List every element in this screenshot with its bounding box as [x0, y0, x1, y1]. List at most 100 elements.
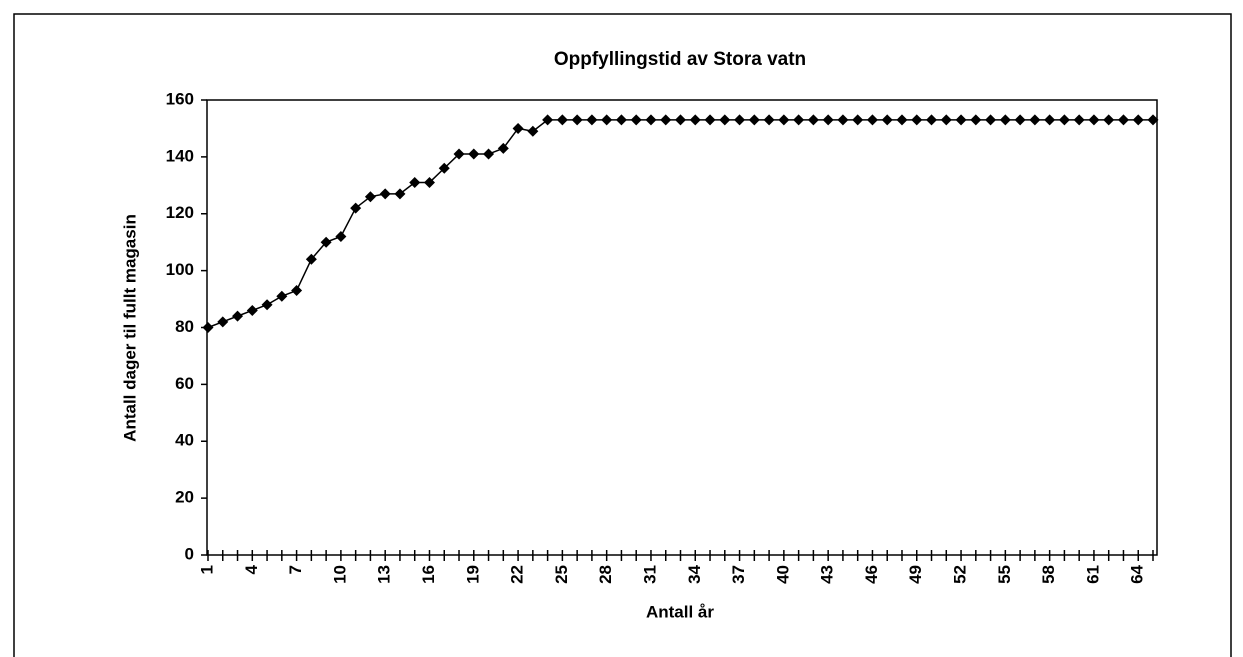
marker — [261, 299, 273, 311]
y-tick-label: 60 — [175, 374, 194, 393]
marker — [704, 114, 716, 126]
marker — [896, 114, 908, 126]
marker — [645, 114, 657, 126]
y-tick-label: 100 — [166, 260, 194, 279]
marker — [1088, 114, 1100, 126]
marker — [911, 114, 923, 126]
marker — [999, 114, 1011, 126]
x-tick-label: 43 — [818, 565, 837, 584]
marker — [630, 114, 642, 126]
marker — [232, 310, 244, 322]
marker — [364, 191, 376, 203]
marker — [394, 188, 406, 200]
x-tick-label: 64 — [1128, 564, 1147, 583]
x-tick-label: 10 — [330, 565, 349, 584]
marker — [970, 114, 982, 126]
x-tick-label: 58 — [1039, 565, 1058, 584]
marker — [940, 114, 952, 126]
y-tick-label: 80 — [175, 317, 194, 336]
series-line — [207, 119, 1153, 329]
x-tick-label: 37 — [729, 565, 748, 584]
marker — [556, 114, 568, 126]
marker — [734, 114, 746, 126]
x-tick-label: 46 — [862, 565, 881, 584]
marker — [423, 176, 435, 188]
marker — [1132, 114, 1144, 126]
x-tick-label: 1 — [197, 565, 216, 574]
x-tick-label: 34 — [685, 564, 704, 583]
x-tick-label: 55 — [995, 565, 1014, 584]
x-tick-label: 19 — [463, 565, 482, 584]
marker — [881, 114, 893, 126]
marker — [217, 316, 229, 328]
marker — [852, 114, 864, 126]
marker — [276, 290, 288, 302]
x-tick-label: 22 — [508, 565, 527, 584]
x-tick-label: 16 — [419, 565, 438, 584]
marker — [379, 188, 391, 200]
marker — [542, 114, 554, 126]
marker — [866, 114, 878, 126]
marker — [291, 285, 303, 297]
y-tick-label: 40 — [175, 431, 194, 450]
marker — [660, 114, 672, 126]
marker — [763, 114, 775, 126]
marker — [586, 114, 598, 126]
marker — [571, 114, 583, 126]
marker — [335, 231, 347, 242]
marker — [793, 114, 805, 126]
marker — [807, 114, 819, 126]
x-tick-label: 61 — [1083, 565, 1102, 584]
marker — [822, 114, 834, 126]
marker — [320, 236, 332, 248]
x-tick-label: 52 — [951, 565, 970, 584]
marker — [1058, 114, 1070, 126]
x-tick-label: 40 — [773, 565, 792, 584]
chart-title: Oppfyllingstid av Stora vatn — [554, 49, 806, 70]
marker — [748, 114, 760, 126]
marker — [305, 253, 317, 265]
plot-area — [206, 99, 1158, 556]
marker — [601, 114, 613, 126]
y-tick-label: 120 — [166, 203, 194, 222]
x-tick-label: 31 — [640, 565, 659, 584]
marker — [497, 142, 509, 154]
x-tick-label: 4 — [242, 564, 261, 574]
marker — [778, 114, 790, 126]
marker — [955, 114, 967, 126]
marker — [689, 114, 701, 126]
marker — [1029, 114, 1041, 126]
marker — [1014, 114, 1026, 126]
marker — [837, 114, 849, 126]
x-tick-label: 13 — [375, 565, 394, 584]
y-tick-label: 160 — [166, 89, 194, 108]
x-axis-label: Antall år — [646, 602, 714, 621]
marker — [483, 148, 495, 160]
chart-border — [13, 13, 1232, 657]
y-tick-label: 140 — [166, 146, 194, 165]
marker — [527, 125, 539, 137]
marker — [985, 114, 997, 126]
marker — [1044, 114, 1056, 126]
x-tick-label: 7 — [286, 565, 305, 574]
marker — [202, 322, 214, 333]
marker — [675, 114, 686, 126]
marker — [615, 114, 627, 126]
marker — [1073, 114, 1085, 126]
marker — [453, 148, 465, 160]
marker — [512, 122, 524, 134]
marker — [246, 304, 258, 316]
marker — [468, 148, 480, 160]
x-tick-label: 25 — [552, 565, 571, 584]
y-axis-label: Antall dager til fullt magasin — [120, 214, 139, 442]
x-tick-label: 28 — [596, 565, 615, 584]
y-tick-label: 0 — [185, 544, 194, 563]
marker — [1147, 114, 1159, 126]
y-tick-label: 20 — [175, 488, 194, 507]
marker — [1117, 114, 1129, 126]
marker — [926, 114, 938, 126]
x-tick-label: 49 — [906, 565, 925, 584]
marker — [719, 114, 731, 126]
marker — [1103, 114, 1115, 126]
